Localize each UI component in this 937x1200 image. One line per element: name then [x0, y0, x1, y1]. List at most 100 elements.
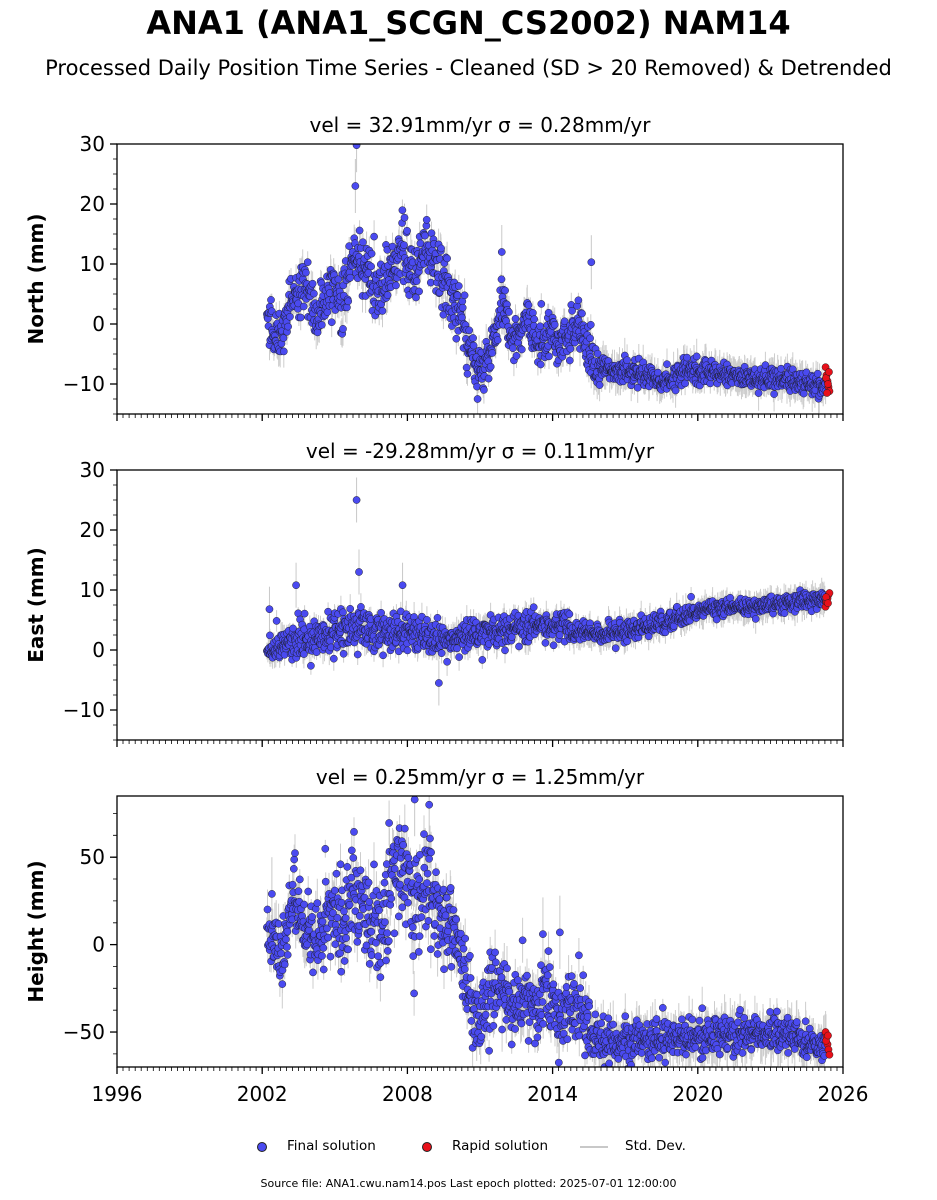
data-point: [439, 310, 448, 319]
outlier-point: [556, 928, 564, 937]
data-point: [289, 864, 298, 873]
x-tick-label: 2020: [672, 1082, 723, 1106]
data-point: [813, 369, 822, 378]
data-point: [302, 268, 310, 277]
data-point: [560, 317, 569, 326]
data-point: [497, 973, 506, 982]
data-point: [563, 1035, 572, 1044]
data-point: [404, 853, 413, 862]
data-point: [414, 948, 423, 956]
data-point: [357, 603, 365, 611]
data-point: [449, 906, 458, 914]
data-point: [439, 885, 448, 894]
y-tick-label: −10: [63, 372, 105, 396]
east-y-axis-label: East (mm): [24, 547, 48, 663]
x-tick-label: 2014: [527, 1082, 578, 1106]
north-plot-area: [263, 144, 834, 414]
north-x-major-ticks: [116, 414, 844, 421]
std-dev-line-icon: [580, 1146, 608, 1148]
data-point: [567, 972, 576, 980]
data-point: [346, 604, 355, 613]
data-point: [430, 932, 439, 940]
data-point: [340, 957, 349, 965]
data-point: [304, 887, 313, 896]
data-point: [303, 940, 311, 949]
data-point: [300, 609, 309, 618]
y-tick-label: 0: [92, 933, 105, 957]
y-tick-label: −50: [63, 1020, 105, 1044]
data-point: [289, 624, 297, 633]
data-point: [481, 1010, 490, 1019]
source-note: Source file: ANA1.cwu.nam14.pos Last epo…: [260, 1177, 677, 1190]
data-point: [295, 875, 304, 884]
data-point: [432, 868, 440, 877]
data-point: [544, 947, 553, 955]
outlier-point: [539, 930, 547, 938]
data-point: [435, 895, 444, 904]
data-point: [443, 657, 451, 666]
outlier-point: [352, 144, 361, 150]
data-point: [326, 637, 335, 645]
data-point: [412, 293, 420, 302]
data-point: [568, 1025, 577, 1034]
outlier-point: [425, 800, 434, 809]
north-y-axis-label: North (mm): [24, 213, 48, 344]
data-point: [566, 344, 575, 353]
legend-label-final: Final solution: [287, 1138, 376, 1154]
data-point: [403, 646, 412, 655]
outlier-point: [265, 605, 274, 614]
data-point: [381, 918, 389, 926]
rapid-point: [825, 368, 833, 376]
data-point: [515, 642, 523, 651]
data-point: [465, 326, 474, 335]
data-point: [426, 834, 434, 843]
y-tick-label: 50: [80, 845, 105, 869]
data-point: [300, 650, 308, 658]
legend-label-rapid: Rapid solution: [452, 1138, 548, 1154]
data-point: [367, 249, 376, 258]
east-plot-area: [263, 477, 834, 706]
data-point: [486, 362, 495, 371]
data-point: [337, 967, 346, 976]
data-point: [661, 1058, 670, 1067]
data-point: [336, 860, 345, 869]
data-point: [751, 615, 760, 623]
data-point: [329, 654, 338, 663]
data-point: [294, 887, 303, 896]
data-point: [452, 915, 461, 924]
data-point: [355, 226, 364, 235]
panel-height: −50 0 50 1996 2002 2008 2014 2020 2026 vel = 0.25…: [24, 765, 868, 1106]
data-point: [747, 1045, 756, 1054]
data-point: [579, 971, 588, 980]
data-point: [424, 916, 433, 925]
data-point: [698, 1053, 707, 1062]
data-point: [565, 356, 574, 365]
data-point: [536, 360, 545, 369]
data-point: [272, 617, 281, 625]
data-point: [349, 854, 358, 862]
data-point: [609, 1020, 618, 1029]
data-point: [339, 649, 348, 658]
data-point: [437, 649, 446, 658]
data-point: [277, 949, 285, 958]
data-point: [491, 948, 499, 957]
data-point: [738, 1049, 747, 1057]
data-point: [404, 898, 412, 907]
y-tick-label: 10: [80, 252, 105, 276]
height-final-solution-points: [263, 796, 830, 1067]
data-point: [321, 844, 330, 853]
data-point: [313, 328, 322, 337]
data-point: [385, 819, 393, 827]
data-point: [437, 244, 445, 253]
east-rapid-solution-points: [821, 589, 834, 611]
x-tick-label: 2008: [382, 1082, 433, 1106]
data-point: [549, 641, 558, 650]
data-point: [342, 934, 350, 942]
data-point: [511, 1025, 519, 1033]
data-point: [576, 984, 585, 992]
data-point: [282, 935, 290, 944]
data-point: [283, 927, 292, 936]
data-point: [412, 277, 421, 285]
data-point: [597, 1019, 606, 1028]
y-tick-label: −10: [63, 698, 105, 722]
